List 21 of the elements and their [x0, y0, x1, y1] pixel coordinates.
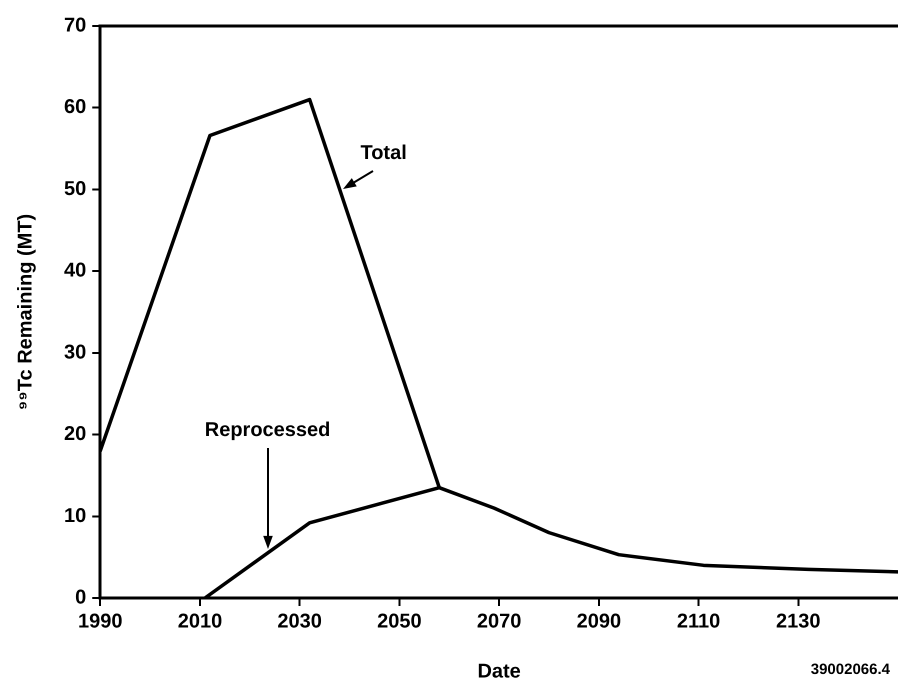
x-tick-label: 2010	[178, 610, 222, 633]
x-tick-label: 2130	[776, 610, 821, 633]
y-tick-label: 20	[64, 423, 86, 446]
y-tick-label: 60	[64, 96, 86, 118]
x-axis-title: Date	[477, 660, 521, 683]
text: 39002066.4	[810, 661, 890, 678]
x-tick-label: 1990	[78, 610, 122, 633]
series-label: Total	[360, 142, 407, 165]
x-tick-label: 2090	[576, 610, 622, 633]
text: Reprocessed	[204, 418, 330, 442]
y-tick-label: 50	[64, 178, 86, 200]
y-tick-label: 70	[64, 14, 86, 37]
x-tick-label: 2070	[476, 610, 522, 633]
x-tick-label: 2050	[377, 610, 422, 633]
x-tick-label: 2110	[676, 610, 720, 633]
y-tick-label: 40	[64, 260, 86, 282]
y-tick-label: 10	[64, 504, 86, 527]
y-axis-title: ⁹⁹Tc Remaining (MT)	[14, 214, 37, 410]
y-tick-label: 30	[64, 341, 86, 364]
y-tick-label: 0	[75, 586, 86, 609]
x-tick-label: 2030	[277, 610, 322, 633]
